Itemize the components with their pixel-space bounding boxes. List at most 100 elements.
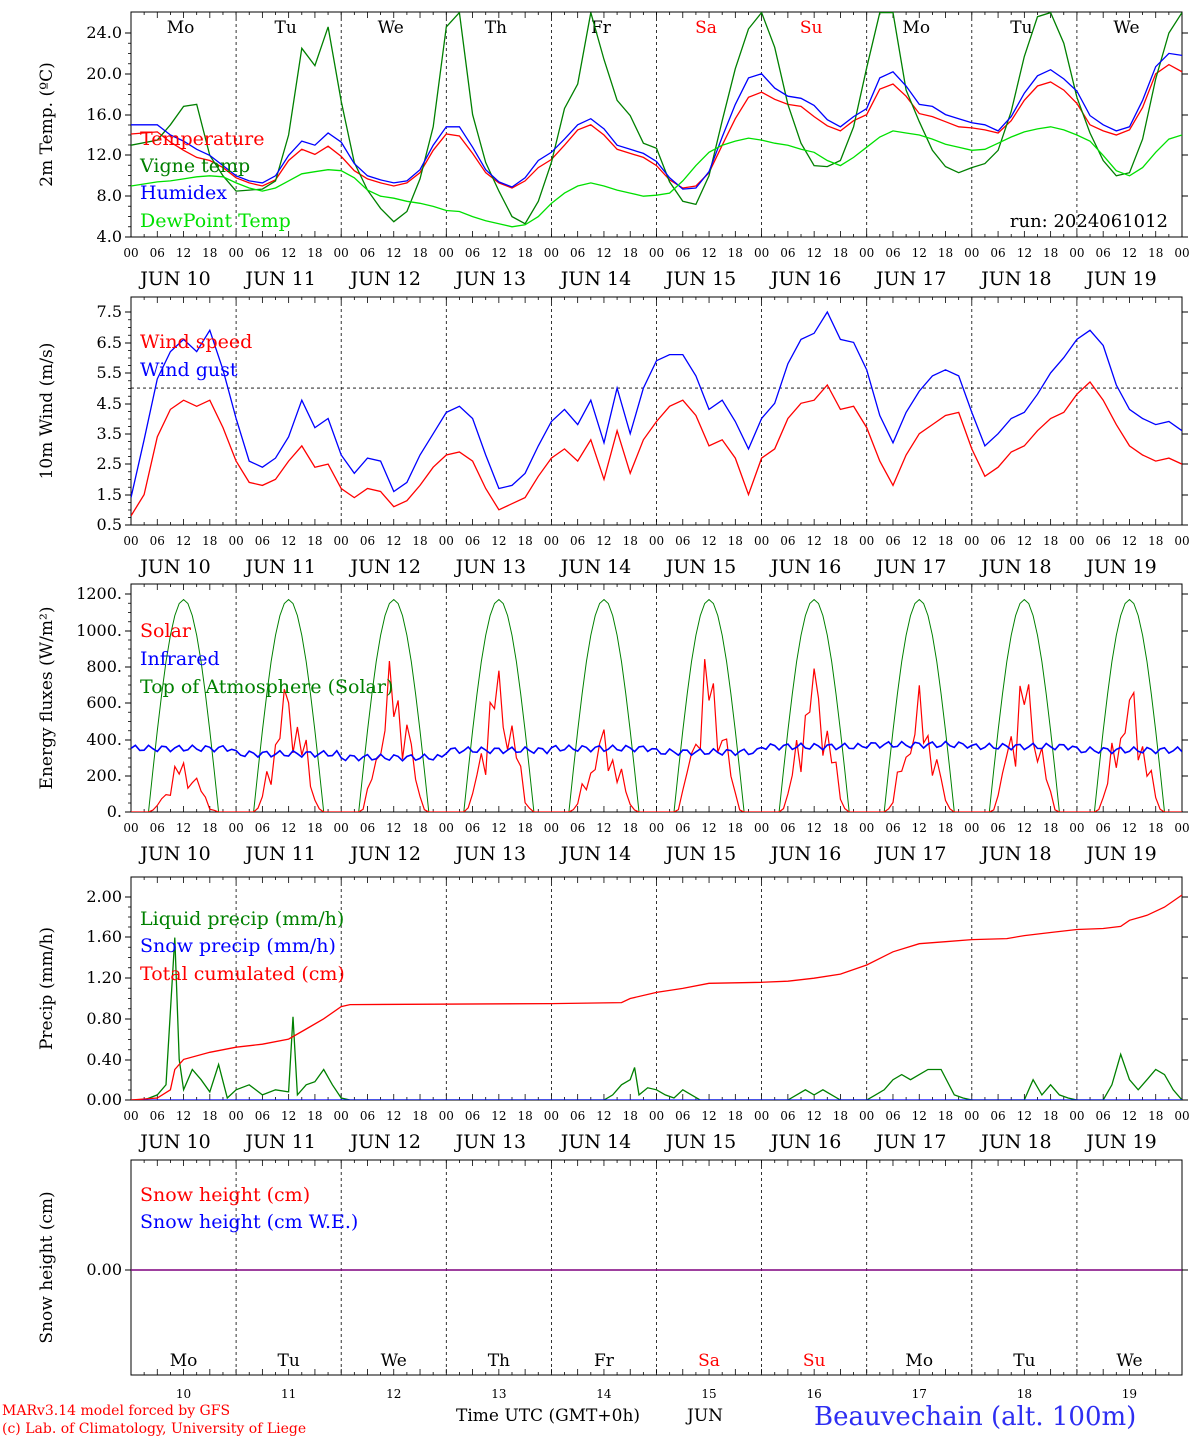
y-tick-label: 6.5	[97, 333, 122, 352]
date-label: JUN 18	[979, 268, 1051, 290]
hour-tick-label: 18	[1148, 1109, 1163, 1123]
legend-entry: Snow precip (mm/h)	[140, 935, 336, 957]
weekday-label: Mo	[905, 1351, 933, 1371]
hour-tick-label: 12	[701, 821, 716, 835]
hour-tick-label: 18	[833, 534, 848, 548]
hour-tick-label: 18	[517, 246, 532, 260]
hour-tick-label: 00	[123, 821, 138, 835]
hour-tick-label: 00	[859, 246, 874, 260]
hour-tick-label: 00	[439, 821, 454, 835]
hour-tick-label: 12	[596, 534, 611, 548]
y-tick-label: 200.	[86, 766, 122, 785]
hour-tick-label: 06	[255, 1109, 270, 1123]
y-tick-label: 2.00	[86, 887, 122, 906]
weekday-label: Tu	[275, 18, 297, 38]
hour-tick-label: 12	[281, 821, 296, 835]
y-tick-label: 0.5	[97, 515, 122, 534]
hour-tick-label: 06	[465, 246, 480, 260]
hour-tick-label: 18	[833, 1109, 848, 1123]
date-label: JUN 19	[1084, 1131, 1156, 1153]
date-label: JUN 12	[349, 843, 421, 865]
date-label: JUN 17	[874, 843, 946, 865]
y-axis-title: 2m Temp. (ºC)	[37, 62, 57, 187]
hour-tick-label: 18	[202, 246, 217, 260]
date-label: JUN 17	[874, 556, 946, 578]
day-number-label: 16	[807, 1387, 822, 1401]
hour-tick-label: 18	[938, 246, 953, 260]
hour-tick-label: 06	[990, 1109, 1005, 1123]
legend-entry: DewPoint Temp	[140, 210, 291, 232]
hour-tick-label: 12	[386, 246, 401, 260]
panel-3-series	[131, 598, 1182, 812]
hour-tick-label: 06	[1096, 534, 1111, 548]
date-label: JUN 10	[138, 556, 210, 578]
hour-tick-label: 00	[228, 534, 243, 548]
date-label: JUN 13	[454, 556, 526, 578]
hour-tick-label: 12	[807, 534, 822, 548]
weekday-label: Tu	[1010, 18, 1032, 38]
hour-tick-label: 18	[1043, 534, 1058, 548]
y-axis-title: 10m Wind (m/s)	[37, 343, 57, 480]
legend-entry: Infrared	[140, 648, 220, 670]
hour-tick-label: 06	[570, 534, 585, 548]
weekday-label: Th	[488, 1351, 510, 1371]
hour-tick-label: 18	[938, 1109, 953, 1123]
hour-tick-label: 12	[281, 1109, 296, 1123]
hour-tick-label: 06	[360, 534, 375, 548]
hour-tick-label: 06	[675, 1109, 690, 1123]
hour-tick-label: 18	[202, 821, 217, 835]
month-label: JUN	[687, 1406, 724, 1426]
hour-tick-label: 00	[123, 534, 138, 548]
solar-line	[131, 659, 1182, 812]
hour-tick-label: 18	[1043, 246, 1058, 260]
y-tick-label: 1200.	[76, 584, 122, 603]
hour-tick-label: 18	[307, 534, 322, 548]
hour-tick-label: 18	[307, 246, 322, 260]
series-line-wind-speed	[131, 381, 1182, 517]
date-label: JUN 10	[138, 843, 210, 865]
date-label: JUN 13	[454, 843, 526, 865]
weekday-label: Tu	[1013, 1351, 1035, 1371]
hour-tick-label: 12	[701, 246, 716, 260]
hour-tick-label: 18	[517, 1109, 532, 1123]
date-label: JUN 19	[1084, 843, 1156, 865]
hour-tick-label: 00	[859, 1109, 874, 1123]
hour-tick-label: 12	[1122, 246, 1137, 260]
date-label: JUN 18	[979, 556, 1051, 578]
hour-tick-label: 18	[1043, 821, 1058, 835]
hour-tick-label: 00	[1174, 1109, 1189, 1123]
hour-tick-label: 18	[1148, 246, 1163, 260]
hour-tick-label: 00	[544, 821, 559, 835]
date-label: JUN 12	[349, 1131, 421, 1153]
day-number-label: 15	[701, 1387, 716, 1401]
date-label: JUN 10	[138, 1131, 210, 1153]
hour-tick-label: 00	[544, 534, 559, 548]
hour-tick-label: 06	[150, 534, 165, 548]
hour-tick-label: 00	[754, 1109, 769, 1123]
hour-tick-label: 18	[623, 821, 638, 835]
date-label: JUN 10	[138, 268, 210, 290]
date-label: JUN 15	[664, 843, 736, 865]
y-tick-label: 0.80	[86, 1009, 122, 1028]
date-label: JUN 13	[454, 268, 526, 290]
hour-tick-label: 00	[754, 534, 769, 548]
date-label: JUN 15	[664, 268, 736, 290]
hour-tick-label: 12	[1017, 534, 1032, 548]
weekday-label: We	[1116, 1351, 1142, 1371]
legend-entry: Total cumulated (cm)	[140, 963, 345, 985]
hour-tick-label: 18	[1148, 821, 1163, 835]
date-label: JUN 16	[769, 1131, 841, 1153]
date-label: JUN 11	[243, 268, 315, 290]
series-line-temperature	[131, 63, 1182, 189]
hour-tick-label: 12	[912, 821, 927, 835]
day-number-label: 12	[386, 1387, 401, 1401]
hour-tick-label: 18	[728, 821, 743, 835]
weekday-label: Tu	[278, 1351, 300, 1371]
hour-tick-label: 06	[990, 246, 1005, 260]
legend-entry: Solar	[140, 620, 192, 642]
hour-tick-label: 00	[1069, 821, 1084, 835]
hour-tick-label: 00	[1174, 821, 1189, 835]
hour-tick-label: 12	[1122, 534, 1137, 548]
hour-tick-label: 18	[412, 246, 427, 260]
